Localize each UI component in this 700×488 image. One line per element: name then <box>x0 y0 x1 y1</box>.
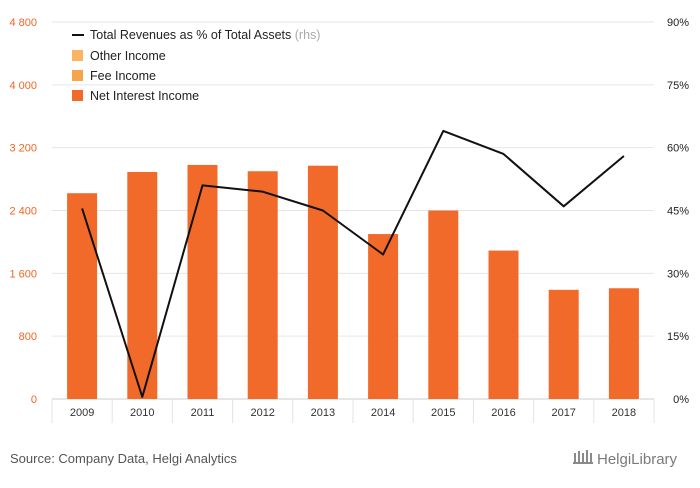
y-left-tick-label: 2 400 <box>9 206 37 218</box>
y-left-tick-label: 3 200 <box>9 143 37 155</box>
x-category-bands <box>51 399 655 423</box>
bar-net-interest-income <box>187 164 218 399</box>
legend-swatch-fee-income <box>72 70 83 81</box>
y-right-tick-label: 15% <box>667 331 689 343</box>
bar-net-interest-income <box>488 250 519 399</box>
y-left-tick-label: 1 600 <box>9 268 37 280</box>
x-tick-label: 2011 <box>191 407 215 419</box>
bar-net-interest-income <box>548 289 579 399</box>
legend: Total Revenues as % of Total Assets (rhs… <box>72 28 320 103</box>
y-axis-left: 0 800 1 600 2 400 3 200 4 000 4 800 <box>9 17 37 406</box>
bar-net-interest-income <box>247 171 278 399</box>
x-tick-label: 2013 <box>311 407 335 419</box>
legend-label-net-interest-income: Net Interest Income <box>90 89 199 103</box>
x-tick-label: 2016 <box>491 407 515 419</box>
y-right-tick-label: 30% <box>667 268 689 280</box>
y-right-tick-label: 60% <box>667 143 689 155</box>
legend-label-fee-income: Fee Income <box>90 69 156 83</box>
legend-swatch-net-interest-income <box>72 90 83 101</box>
line-total-revenues-pct-assets <box>81 129 625 398</box>
y-left-tick-label: 0 <box>31 394 37 406</box>
library-icon <box>573 450 593 464</box>
y-axis-right: 0% 15% 30% 45% 60% 75% 90% <box>667 17 689 406</box>
legend-label-other-income: Other Income <box>90 49 166 63</box>
x-tick-label: 2012 <box>250 407 274 419</box>
bar-net-interest-income <box>608 288 639 399</box>
y-left-tick-label: 4 000 <box>9 80 37 92</box>
y-left-tick-label: 4 800 <box>9 17 37 29</box>
x-axis: 2009 2010 2011 2012 2013 2014 2015 2016 2017 2018 <box>70 407 636 419</box>
brand-name: HelgiLibrary <box>597 451 678 468</box>
x-tick-label: 2009 <box>70 407 94 419</box>
bar-net-interest-income <box>428 210 459 399</box>
y-right-tick-label: 45% <box>667 206 689 218</box>
bar-net-interest-income <box>368 234 399 399</box>
legend-swatch-other-income <box>72 50 83 61</box>
bar-series <box>67 164 639 399</box>
bar-net-interest-income <box>307 165 338 399</box>
y-left-tick-label: 800 <box>19 331 37 343</box>
y-right-tick-label: 75% <box>667 80 689 92</box>
y-right-tick-label: 90% <box>667 17 689 29</box>
source-note: Source: Company Data, Helgi Analytics <box>10 451 237 466</box>
helgi-library-logo: HelgiLibrary <box>573 450 678 468</box>
y-right-tick-label: 0% <box>673 394 689 406</box>
x-tick-label: 2018 <box>612 407 636 419</box>
x-tick-label: 2014 <box>371 407 395 419</box>
x-tick-label: 2015 <box>431 407 455 419</box>
line-series <box>81 129 625 398</box>
x-tick-label: 2017 <box>551 407 575 419</box>
bar-net-interest-income <box>67 193 98 399</box>
x-tick-label: 2010 <box>130 407 154 419</box>
legend-label-total-revenues: Total Revenues as % of Total Assets (rhs… <box>90 28 320 42</box>
